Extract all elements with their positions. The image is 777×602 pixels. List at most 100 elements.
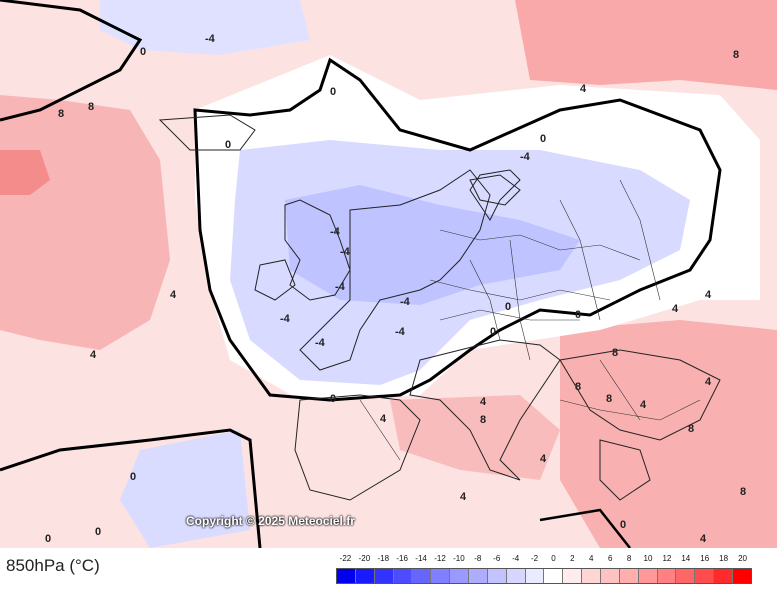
legend-footer: 850hPa (°C) -22 -20 -18 -16 -14 -12 -10 -8 -6 -4-… [0, 548, 777, 602]
contour-label: 0 [575, 309, 581, 321]
legend-swatch [733, 569, 751, 583]
country-borders [359, 179, 701, 461]
contour-label: 4 [705, 376, 712, 388]
freezing-contour-greenland [0, 0, 143, 122]
contour-label: 0 [330, 393, 336, 405]
contour-labels: 8 0 -4 -4 0 0 0 -4 -4 -4 -4 -4 -4 -4 0 0 0 4 4 4 8 8 4 8 8 8 4 4 4 8 4… [45, 33, 746, 545]
legend-swatch [525, 569, 545, 583]
contour-label: 4 [460, 491, 467, 503]
cold-core [285, 185, 580, 305]
legend-tick: -2 [530, 554, 539, 563]
contour-label: 8 [606, 393, 612, 405]
legend-tick: 14 [681, 554, 691, 563]
contour-label: -4 [395, 326, 406, 338]
legend-swatch [695, 569, 715, 583]
contour-label: -4 [520, 151, 531, 163]
legend-tick: 16 [700, 554, 710, 563]
legend-tick: -20 [358, 554, 371, 563]
legend-tick: -4 [512, 554, 520, 563]
legend-swatch [601, 569, 620, 583]
contour-label: 0 [490, 326, 496, 338]
contour-label: 8 [733, 49, 739, 61]
freezing-contour-south [0, 428, 262, 548]
legend-swatch [487, 569, 507, 583]
legend-tick: -12 [434, 554, 446, 563]
freezing-contour-africa [539, 508, 631, 548]
contour-label: 4 [705, 289, 712, 301]
legend-tick: -18 [377, 554, 390, 563]
contour-label: -4 [315, 337, 326, 349]
freezing-contour [193, 57, 722, 402]
contour-label: 4 [90, 349, 97, 361]
contour-label: 4 [540, 453, 547, 465]
warm-zone-italy [390, 395, 560, 480]
contour-label: -4 [330, 226, 341, 238]
contour-label: -4 [280, 313, 291, 325]
legend-tick: -16 [396, 554, 408, 563]
legend-swatch [355, 569, 375, 583]
warm-zone-north [515, 0, 777, 90]
legend-tick: 6 [607, 554, 613, 563]
contour-label: 0 [130, 471, 136, 483]
contour-label: -4 [335, 281, 346, 293]
legend-swatch [544, 569, 564, 583]
contour-label: 0 [140, 46, 146, 58]
legend-swatch [337, 569, 356, 583]
contour-label: 0 [505, 301, 511, 313]
contour-label: 4 [580, 83, 587, 95]
contour-label: 8 [58, 108, 64, 120]
contour-label: 8 [688, 423, 694, 435]
contour-label: 4 [170, 289, 177, 301]
warm-core-atlantic [0, 150, 50, 195]
legend-tick: 12 [662, 554, 672, 563]
contour-label: 0 [540, 133, 546, 145]
contour-label: 4 [700, 533, 707, 545]
legend-tick: -6 [493, 554, 501, 563]
level-label: 850hPa (°C) [6, 556, 100, 575]
contour-label: 4 [480, 396, 487, 408]
legend-tick: 20 [738, 554, 747, 563]
legend-tick: -10 [453, 554, 465, 563]
legend-tick: 0 [551, 554, 556, 563]
temperature-map: 8 0 -4 -4 0 0 0 -4 -4 -4 -4 -4 -4 -4 0 0 0 4 4 4 8 8 4 8 8 8 4 4 4 8 4… [0, 0, 777, 548]
contour-label: -4 [340, 246, 351, 258]
contour-label: 0 [95, 526, 101, 538]
contour-label: 8 [575, 381, 581, 393]
cold-zone-north [100, 0, 310, 55]
legend-swatch [563, 569, 583, 583]
legend-swatch [676, 569, 696, 583]
legend-swatch [431, 569, 451, 583]
legend-tick: 10 [643, 554, 653, 563]
legend-swatch [412, 569, 432, 583]
cold-zone-south-west [120, 430, 250, 548]
legend-swatch [619, 569, 639, 583]
contour-label: 4 [640, 399, 647, 411]
contour-label: -4 [400, 296, 411, 308]
contour-label: 8 [612, 347, 618, 359]
coastlines [158, 114, 721, 501]
contour-label: -4 [205, 33, 216, 45]
legend-swatch [506, 569, 526, 583]
legend-swatch [714, 569, 734, 583]
legend-swatch [657, 569, 677, 583]
legend-bar [336, 568, 752, 584]
legend-swatch [582, 569, 602, 583]
legend-swatch [469, 569, 488, 583]
legend-tick: -8 [474, 554, 482, 563]
legend-tick: 18 [719, 554, 729, 563]
contour-label: 0 [620, 519, 626, 531]
warm-zone-balkans [560, 320, 777, 548]
legend-swatch [393, 569, 413, 583]
legend-tick: -14 [415, 554, 427, 563]
copyright-text: Copyright © 2025 Meteociel.fr [186, 514, 355, 528]
color-legend: -22 -20 -18 -16 -14 -12 -10 -8 -6 -4 -2 0 2 4 6 8 10 12 14… [336, 554, 752, 584]
contour-label: 0 [330, 86, 336, 98]
legend-tick: 8 [626, 554, 632, 563]
contour-label: 0 [225, 139, 231, 151]
legend-swatch [374, 569, 394, 583]
contour-label: 4 [380, 413, 387, 425]
contour-label: 8 [740, 486, 746, 498]
legend-ticks: -22 -20 -18 -16 -14 -12 -10 -8 -6 -4 -2 0 2 4 6 8 10 12 14… [336, 554, 752, 568]
contour-label: 0 [45, 533, 51, 545]
